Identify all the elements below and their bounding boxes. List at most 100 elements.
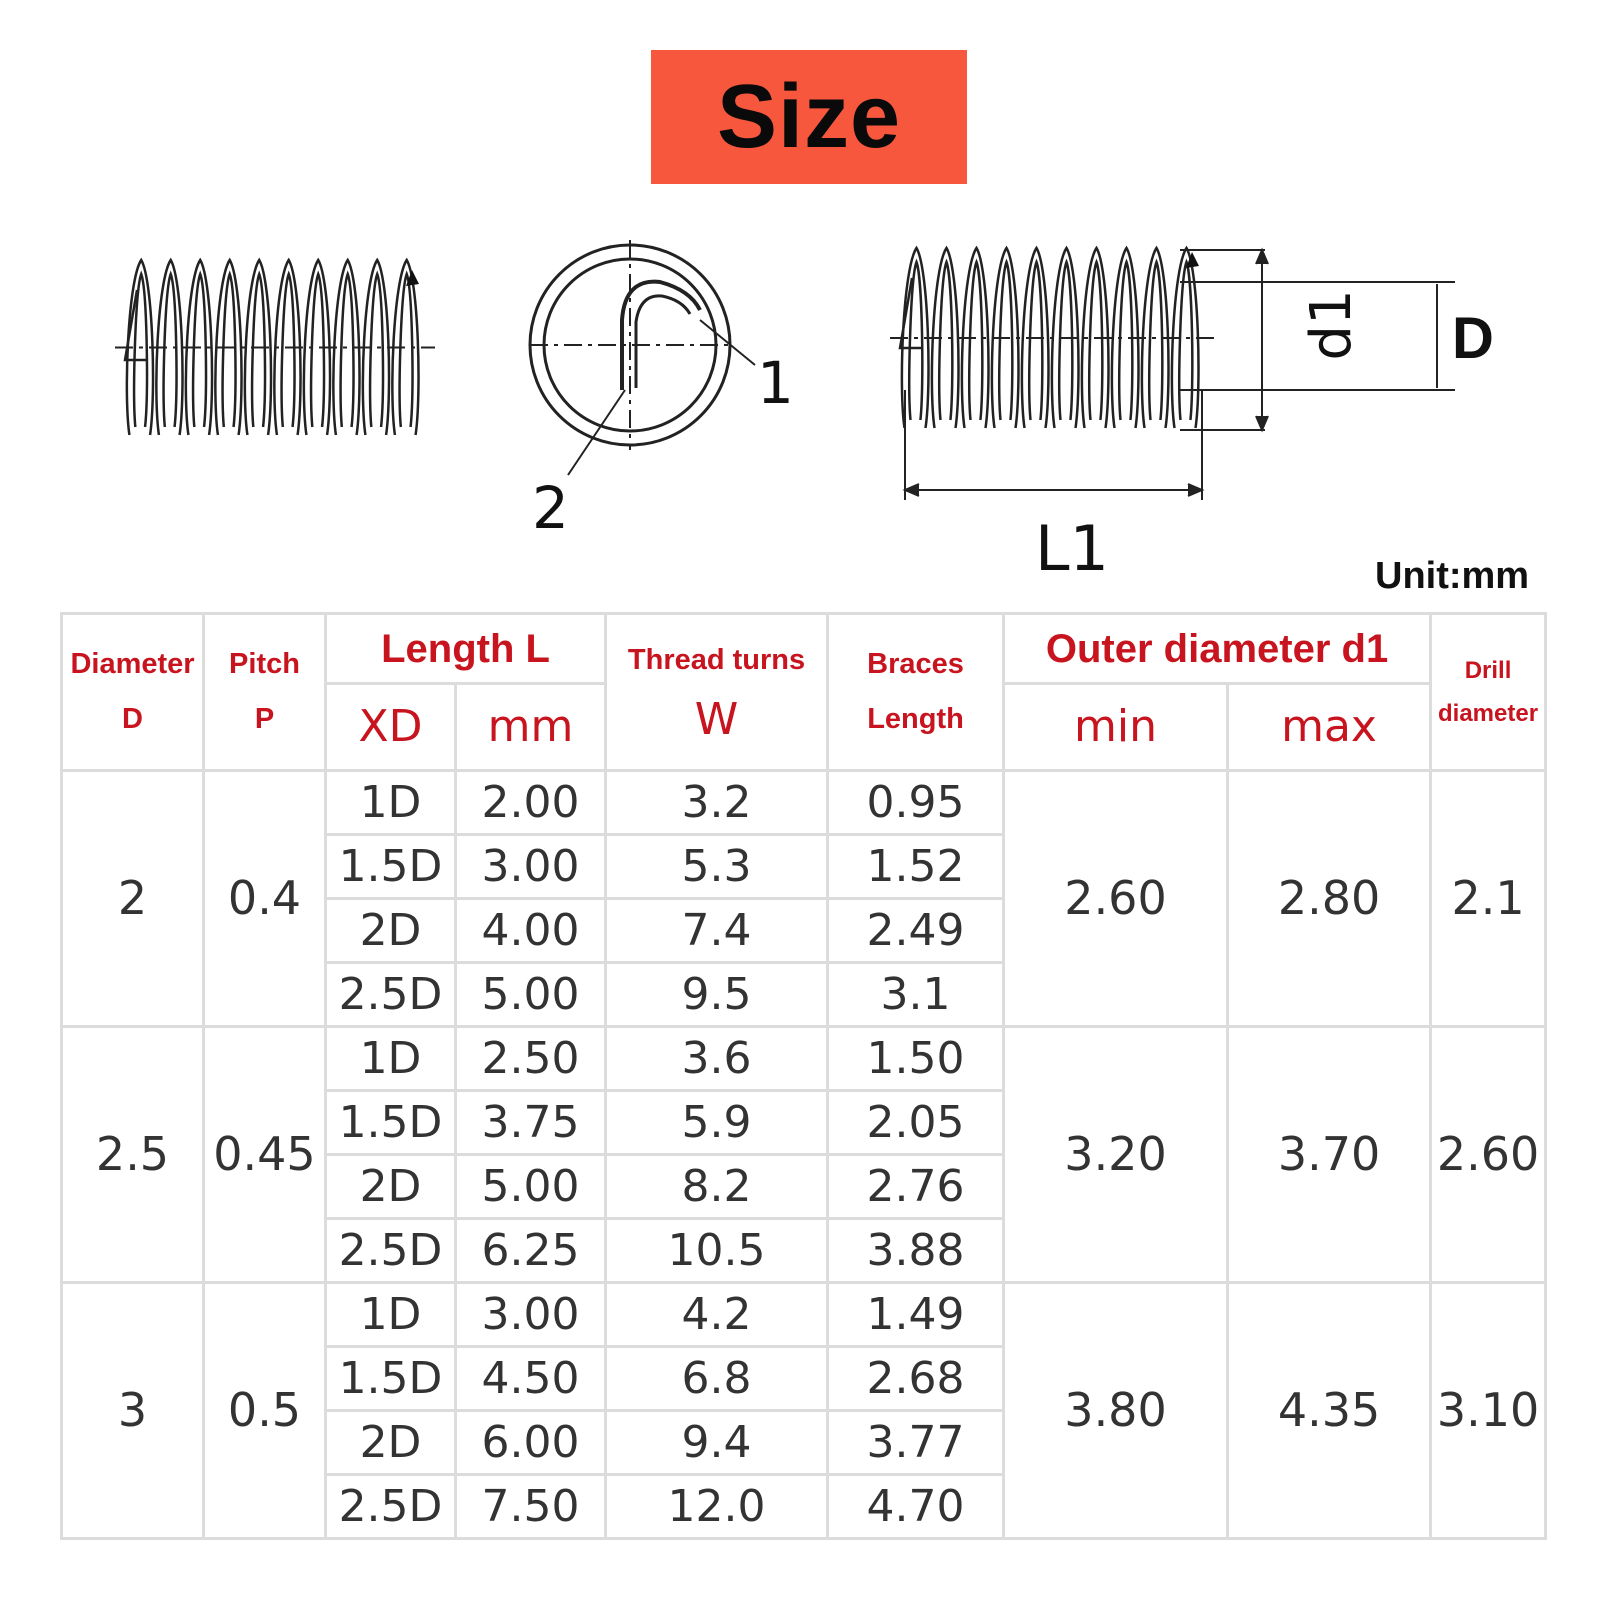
coil-windings bbox=[125, 257, 420, 436]
table-row: 1.5D 3.75 5.9 2.05 bbox=[62, 1088, 1546, 1156]
header-diameter-line2: D bbox=[122, 702, 143, 735]
coil-end-view bbox=[528, 240, 756, 476]
cell-pitch: 0.45 bbox=[202, 1024, 327, 1284]
cell-xd: 1.5D bbox=[324, 1088, 457, 1156]
table-row: 2.5D 7.50 12.0 4.70 bbox=[62, 1472, 1546, 1540]
dimension-label-D: D bbox=[1452, 306, 1494, 371]
cell-pitch: 0.5 bbox=[202, 1280, 327, 1540]
cell-diameter: 2 bbox=[60, 768, 205, 1028]
cell-mm: 3.75 bbox=[453, 1088, 608, 1156]
cell-turns: 10.5 bbox=[604, 1216, 830, 1284]
cell-braces: 4.70 bbox=[826, 1472, 1006, 1540]
cell-turns: 6.8 bbox=[604, 1344, 830, 1412]
cell-diameter: 2.5 bbox=[60, 1024, 205, 1284]
coil-side-view-right bbox=[890, 245, 1215, 429]
cell-mm: 5.00 bbox=[453, 960, 608, 1028]
table-row: 2.5D 6.25 10.5 3.88 bbox=[62, 1216, 1546, 1284]
header-braces-line2: Length bbox=[867, 702, 964, 735]
cell-turns: 5.9 bbox=[604, 1088, 830, 1156]
cell-braces: 2.68 bbox=[826, 1344, 1006, 1412]
table-row: 2D 6.00 9.4 3.77 bbox=[62, 1408, 1546, 1476]
cell-xd: 2D bbox=[324, 1408, 457, 1476]
header-outer-max: max bbox=[1226, 682, 1433, 772]
table-row: 1.5D 4.50 6.8 2.68 bbox=[62, 1344, 1546, 1412]
header-length: Length L bbox=[323, 612, 608, 685]
header-braces-line1: Braces bbox=[867, 647, 964, 680]
coil-side-view-left bbox=[115, 257, 435, 436]
cell-outer-max: 4.35 bbox=[1226, 1280, 1433, 1540]
title-banner: Size bbox=[651, 50, 967, 184]
header-outer-min: min bbox=[1002, 682, 1230, 772]
cell-mm: 5.00 bbox=[453, 1152, 608, 1220]
cell-turns: 9.4 bbox=[604, 1408, 830, 1476]
coil-windings bbox=[900, 245, 1200, 429]
cell-outer-max: 2.80 bbox=[1226, 768, 1433, 1028]
header-length-mm: mm bbox=[453, 682, 608, 772]
cell-turns: 9.5 bbox=[604, 960, 830, 1028]
cell-mm: 4.00 bbox=[453, 896, 608, 964]
callout-1: 1 bbox=[757, 349, 794, 417]
tang bbox=[123, 289, 147, 362]
cell-mm: 2.00 bbox=[453, 768, 608, 836]
cell-xd: 2.5D bbox=[324, 1472, 457, 1540]
cell-xd: 2.5D bbox=[324, 1216, 457, 1284]
cell-xd: 1D bbox=[324, 1024, 457, 1092]
header-pitch: Pitch P bbox=[202, 612, 327, 772]
cell-mm: 6.00 bbox=[453, 1408, 608, 1476]
cell-xd: 1D bbox=[324, 768, 457, 836]
cell-braces: 0.95 bbox=[826, 768, 1006, 836]
cell-turns: 5.3 bbox=[604, 832, 830, 900]
coil-end-tip bbox=[1186, 252, 1199, 268]
dimension-lines bbox=[902, 247, 1455, 500]
thread-insert-diagram: 1 2 d1 D L1 bbox=[115, 240, 1494, 580]
cell-xd: 2D bbox=[324, 1152, 457, 1220]
header-length-xd: XD bbox=[324, 682, 457, 772]
cell-xd: 2D bbox=[324, 896, 457, 964]
cell-mm: 3.00 bbox=[453, 1280, 608, 1348]
header-drill: Drill diameter bbox=[1429, 612, 1548, 772]
cell-turns: 12.0 bbox=[604, 1472, 830, 1540]
cell-braces: 1.50 bbox=[826, 1024, 1006, 1092]
cell-braces: 1.49 bbox=[826, 1280, 1006, 1348]
cell-turns: 4.2 bbox=[604, 1280, 830, 1348]
cell-outer-min: 2.60 bbox=[1002, 768, 1230, 1028]
cell-braces: 3.1 bbox=[826, 960, 1006, 1028]
cell-outer-max: 3.70 bbox=[1226, 1024, 1433, 1284]
header-drill-line1: Drill bbox=[1464, 656, 1512, 684]
cell-drill: 3.10 bbox=[1429, 1280, 1548, 1540]
table-row: 1.5D 3.00 5.3 1.52 bbox=[62, 832, 1546, 900]
cell-outer-min: 3.20 bbox=[1002, 1024, 1230, 1284]
cell-mm: 4.50 bbox=[453, 1344, 608, 1412]
cell-xd: 1D bbox=[324, 1280, 457, 1348]
tang bbox=[898, 277, 922, 350]
cell-outer-min: 3.80 bbox=[1002, 1280, 1230, 1540]
header-thread-turns-line1: Thread turns bbox=[627, 644, 806, 677]
cell-pitch: 0.4 bbox=[202, 768, 327, 1028]
cell-braces: 2.05 bbox=[826, 1088, 1006, 1156]
cell-mm: 7.50 bbox=[453, 1472, 608, 1540]
cell-mm: 2.50 bbox=[453, 1024, 608, 1092]
cell-drill: 2.60 bbox=[1429, 1024, 1548, 1284]
cell-braces: 2.76 bbox=[826, 1152, 1006, 1220]
cell-xd: 1.5D bbox=[324, 1344, 457, 1412]
spec-table: Diameter D Pitch P Length L Thread turns… bbox=[60, 612, 1548, 1540]
page-title: Size bbox=[716, 67, 902, 167]
cell-turns: 3.6 bbox=[604, 1024, 830, 1092]
cell-mm: 6.25 bbox=[453, 1216, 608, 1284]
table-row: 2D 4.00 7.4 2.49 bbox=[62, 896, 1546, 964]
unit-label: Unit:mm bbox=[1375, 555, 1530, 597]
cell-diameter: 3 bbox=[60, 1280, 205, 1540]
dimension-label-d1: d1 bbox=[1299, 289, 1364, 360]
header-outer-diameter: Outer diameter d1 bbox=[1002, 612, 1433, 685]
cell-turns: 3.2 bbox=[604, 768, 830, 836]
cell-turns: 7.4 bbox=[604, 896, 830, 964]
dimension-label-L1: L1 bbox=[1035, 512, 1109, 580]
cell-braces: 3.77 bbox=[826, 1408, 1006, 1476]
cell-xd: 1.5D bbox=[324, 832, 457, 900]
header-thread-turns: Thread turns W bbox=[604, 612, 830, 772]
cell-xd: 2.5D bbox=[324, 960, 457, 1028]
table-row: 2.5 0.45 1D 2.50 3.6 1.50 3.20 3.70 2.60 bbox=[60, 1024, 1548, 1284]
cell-braces: 2.49 bbox=[826, 896, 1006, 964]
table-row: 2D 5.00 8.2 2.76 bbox=[62, 1152, 1546, 1220]
header-pitch-line2: P bbox=[254, 702, 275, 735]
